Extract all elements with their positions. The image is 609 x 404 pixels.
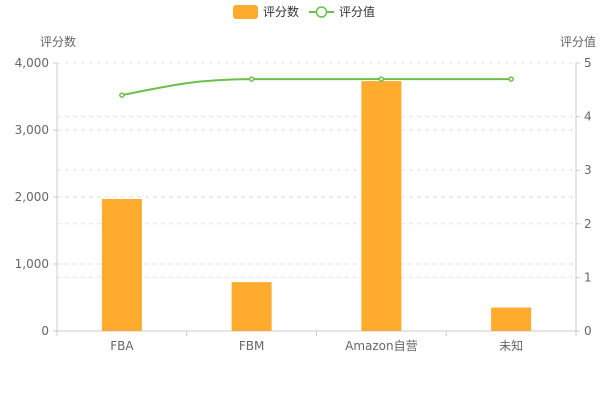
legend-bar-label[interactable]: 评分数 xyxy=(263,4,299,19)
legend[interactable]: 评分数 评分值 xyxy=(233,4,375,19)
x-tick-label: Amazon自营 xyxy=(345,339,418,353)
line-point[interactable] xyxy=(378,76,385,82)
bar-series xyxy=(101,81,532,331)
bar[interactable] xyxy=(101,199,142,331)
x-tick-label: FBA xyxy=(110,339,134,353)
line-point[interactable] xyxy=(119,92,125,98)
right-tick-label: 0 xyxy=(584,324,592,338)
left-tick-label: 1,000 xyxy=(15,257,49,271)
right-tick-label: 2 xyxy=(584,217,592,231)
line-path xyxy=(121,78,512,97)
axes: 评分数 评分值 0 1,000 2,000 3,000 4,000 0 1 2 3 4 5 FBA FB… xyxy=(15,34,596,353)
right-tick-label: 4 xyxy=(584,110,592,124)
bar[interactable] xyxy=(491,307,532,331)
line-point[interactable] xyxy=(508,76,514,82)
left-axis-title: 评分数 xyxy=(40,34,76,49)
x-tick-label: 未知 xyxy=(499,339,523,353)
legend-line-label[interactable]: 评分值 xyxy=(339,4,375,19)
right-tick-label: 3 xyxy=(584,163,592,177)
right-tick-label: 1 xyxy=(584,270,592,284)
left-tick-label: 0 xyxy=(41,324,49,338)
x-tick-label: FBM xyxy=(239,339,265,353)
left-tick-label: 2,000 xyxy=(15,190,49,204)
left-tick-label: 3,000 xyxy=(15,123,49,137)
bar[interactable] xyxy=(361,81,402,331)
left-tick-label: 4,000 xyxy=(15,56,49,70)
legend-line-marker[interactable] xyxy=(315,6,328,18)
grid-lines xyxy=(57,62,576,278)
right-axis-title: 评分值 xyxy=(560,34,596,49)
right-tick-label: 5 xyxy=(584,56,592,70)
bar[interactable] xyxy=(231,282,272,331)
line-point[interactable] xyxy=(248,76,255,82)
legend-bar-swatch[interactable] xyxy=(233,5,258,19)
line-series xyxy=(119,76,514,98)
